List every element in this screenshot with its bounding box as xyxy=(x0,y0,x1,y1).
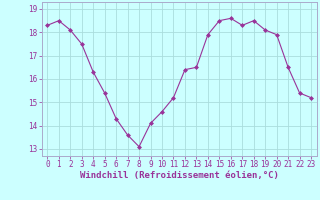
X-axis label: Windchill (Refroidissement éolien,°C): Windchill (Refroidissement éolien,°C) xyxy=(80,171,279,180)
